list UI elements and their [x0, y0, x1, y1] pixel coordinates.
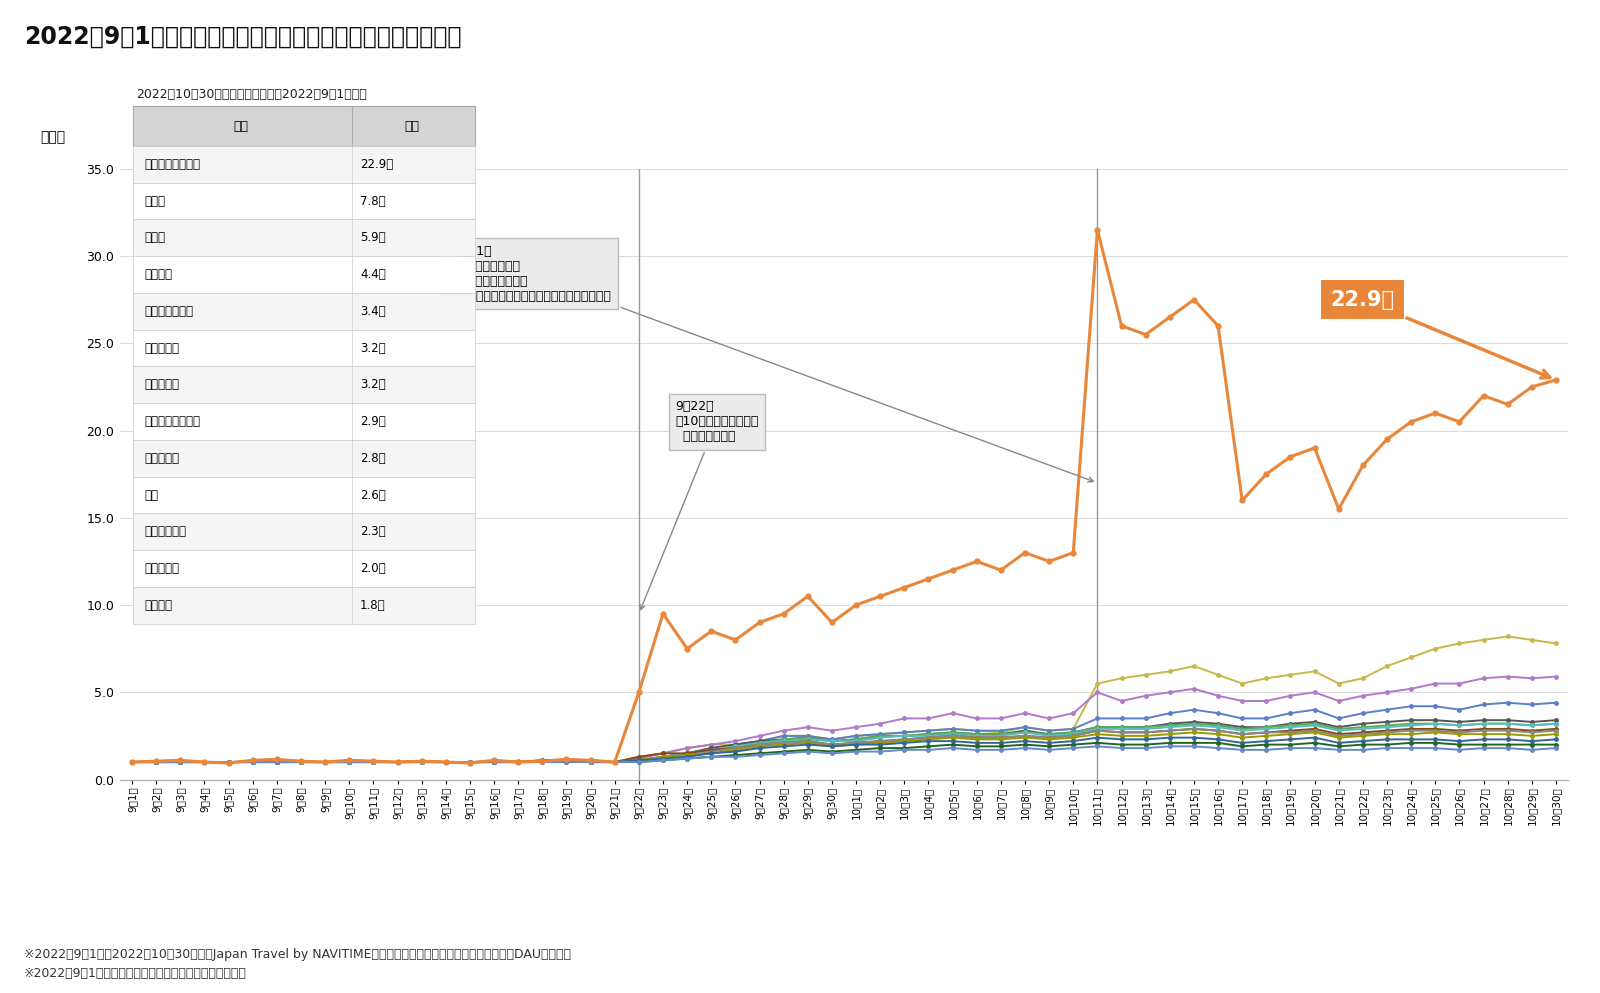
Text: イタリア語: イタリア語 [144, 378, 179, 391]
Text: 言語: 言語 [234, 119, 248, 133]
Text: インドネシア語: インドネシア語 [144, 305, 194, 318]
Text: ドイツ語: ドイツ語 [144, 268, 173, 281]
Text: 中国語（繁体字）: 中国語（繁体字） [144, 158, 200, 171]
Text: 5.9倍: 5.9倍 [360, 231, 386, 244]
Text: 英語: 英語 [144, 489, 158, 501]
Text: 1.8倍: 1.8倍 [360, 599, 386, 612]
Text: 2022年10月30日時点での増加率（2022年9月1日比）: 2022年10月30日時点での増加率（2022年9月1日比） [136, 88, 366, 101]
Text: 10月11日
・入国者数の上限撤廃
・個人旅行者の入国解禁
・68の国・地域からの短期滞在者ビザ免除開始: 10月11日 ・入国者数の上限撤廃 ・個人旅行者の入国解禁 ・68の国・地域から… [446, 244, 1093, 482]
Text: 倍率: 倍率 [405, 119, 419, 133]
Text: 2.9倍: 2.9倍 [360, 415, 386, 428]
Text: 22.9倍: 22.9倍 [1331, 290, 1550, 378]
Text: 3.4倍: 3.4倍 [360, 305, 386, 318]
Text: 2.3倍: 2.3倍 [360, 525, 386, 538]
Text: ※2022年9月1日～2022年10月30日に「Japan Travel by NAVITIME」を利用した日別アクティブユーザー数（DAU）を集計
※2022: ※2022年9月1日～2022年10月30日に「Japan Travel by … [24, 948, 571, 980]
Text: ポルトガル語: ポルトガル語 [144, 525, 186, 538]
Text: スペイン語: スペイン語 [144, 452, 179, 465]
Text: 韓国語: 韓国語 [144, 195, 165, 208]
Text: 9月22日
・10月以降の水際対策
  緩和方針を公表: 9月22日 ・10月以降の水際対策 緩和方針を公表 [640, 400, 758, 610]
Text: 中国語（簡体字）: 中国語（簡体字） [144, 415, 200, 428]
Text: ベトナム語: ベトナム語 [144, 562, 179, 575]
Text: 2.6倍: 2.6倍 [360, 489, 386, 501]
Text: ロシア語: ロシア語 [144, 599, 173, 612]
Text: ［倍］: ［倍］ [40, 130, 66, 144]
Text: 2.0倍: 2.0倍 [360, 562, 386, 575]
Text: 3.2倍: 3.2倍 [360, 342, 386, 355]
Text: 22.9倍: 22.9倍 [360, 158, 394, 171]
Text: 4.4倍: 4.4倍 [360, 268, 386, 281]
Text: フランス語: フランス語 [144, 342, 179, 355]
Text: 7.8倍: 7.8倍 [360, 195, 386, 208]
Text: 3.2倍: 3.2倍 [360, 378, 386, 391]
Text: 2.8倍: 2.8倍 [360, 452, 386, 465]
Text: 2022年9月1日を基準としたアプリ設定言語別の利用者増加率: 2022年9月1日を基準としたアプリ設定言語別の利用者増加率 [24, 25, 461, 49]
Text: タイ語: タイ語 [144, 231, 165, 244]
